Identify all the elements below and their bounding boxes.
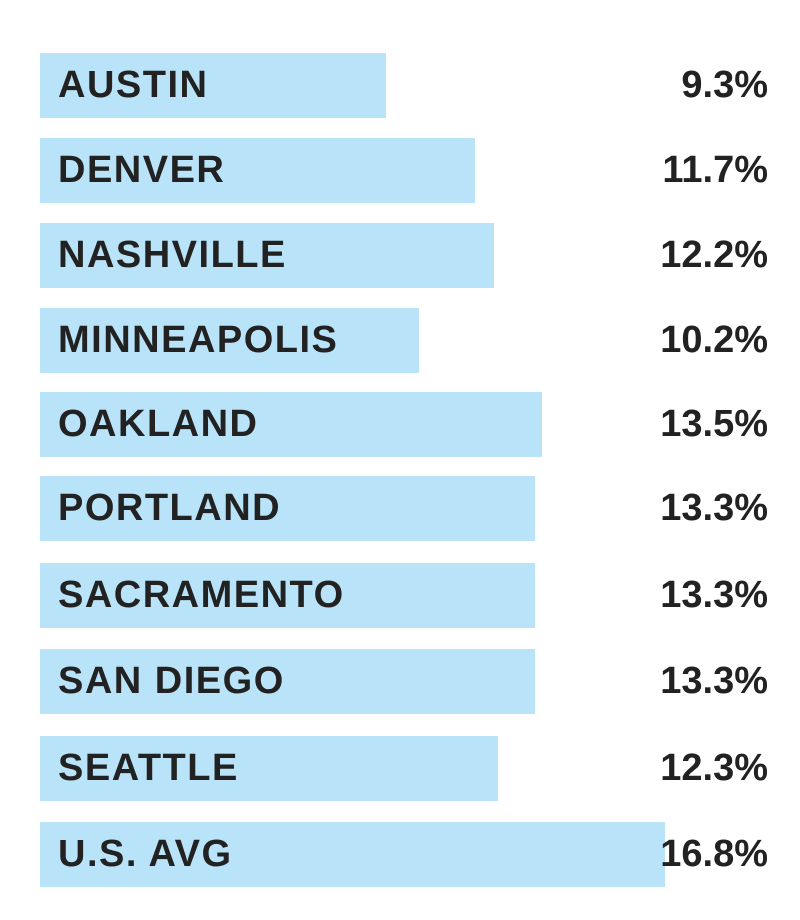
bar-row: SEATTLE 12.3% — [0, 736, 800, 801]
bar-row: SACRAMENTO 13.3% — [0, 563, 800, 628]
bar-category-label: SEATTLE — [58, 747, 239, 789]
bar — [40, 138, 475, 203]
bar — [40, 649, 535, 714]
bar-value-label: 13.5% — [660, 403, 768, 445]
bar — [40, 822, 665, 887]
bar-row: PORTLAND 13.3% — [0, 476, 800, 541]
bar — [40, 308, 419, 373]
bar-value-label: 12.2% — [660, 234, 768, 276]
bar-row: OAKLAND 13.5% — [0, 392, 800, 457]
bar — [40, 392, 542, 457]
bar-category-label: U.S. AVG — [58, 833, 233, 875]
bar-value-label: 13.3% — [660, 487, 768, 529]
bar-row: NASHVILLE 12.2% — [0, 223, 800, 288]
bar-category-label: DENVER — [58, 149, 226, 191]
bar-value-label: 12.3% — [660, 747, 768, 789]
bar-value-label: 13.3% — [660, 660, 768, 702]
bar-category-label: AUSTIN — [58, 64, 209, 106]
bar-category-label: SACRAMENTO — [58, 574, 345, 616]
bar — [40, 476, 535, 541]
bar-value-label: 9.3% — [681, 64, 768, 106]
bar-category-label: OAKLAND — [58, 403, 259, 445]
bar-category-label: NASHVILLE — [58, 234, 287, 276]
bar — [40, 736, 498, 801]
bar-category-label: PORTLAND — [58, 487, 282, 529]
bar — [40, 53, 386, 118]
bar-value-label: 16.8% — [660, 833, 768, 875]
bar-category-label: MINNEAPOLIS — [58, 319, 339, 361]
bar — [40, 223, 494, 288]
bar-row: DENVER 11.7% — [0, 138, 800, 203]
bar-value-label: 10.2% — [660, 319, 768, 361]
bar-value-label: 11.7% — [662, 149, 768, 191]
bar-row: AUSTIN 9.3% — [0, 53, 800, 118]
bar-value-label: 13.3% — [660, 574, 768, 616]
bar — [40, 563, 535, 628]
bar-category-label: SAN DIEGO — [58, 660, 285, 702]
bar-row: U.S. AVG 16.8% — [0, 822, 800, 887]
bar-row: MINNEAPOLIS 10.2% — [0, 308, 800, 373]
bar-row: SAN DIEGO 13.3% — [0, 649, 800, 714]
